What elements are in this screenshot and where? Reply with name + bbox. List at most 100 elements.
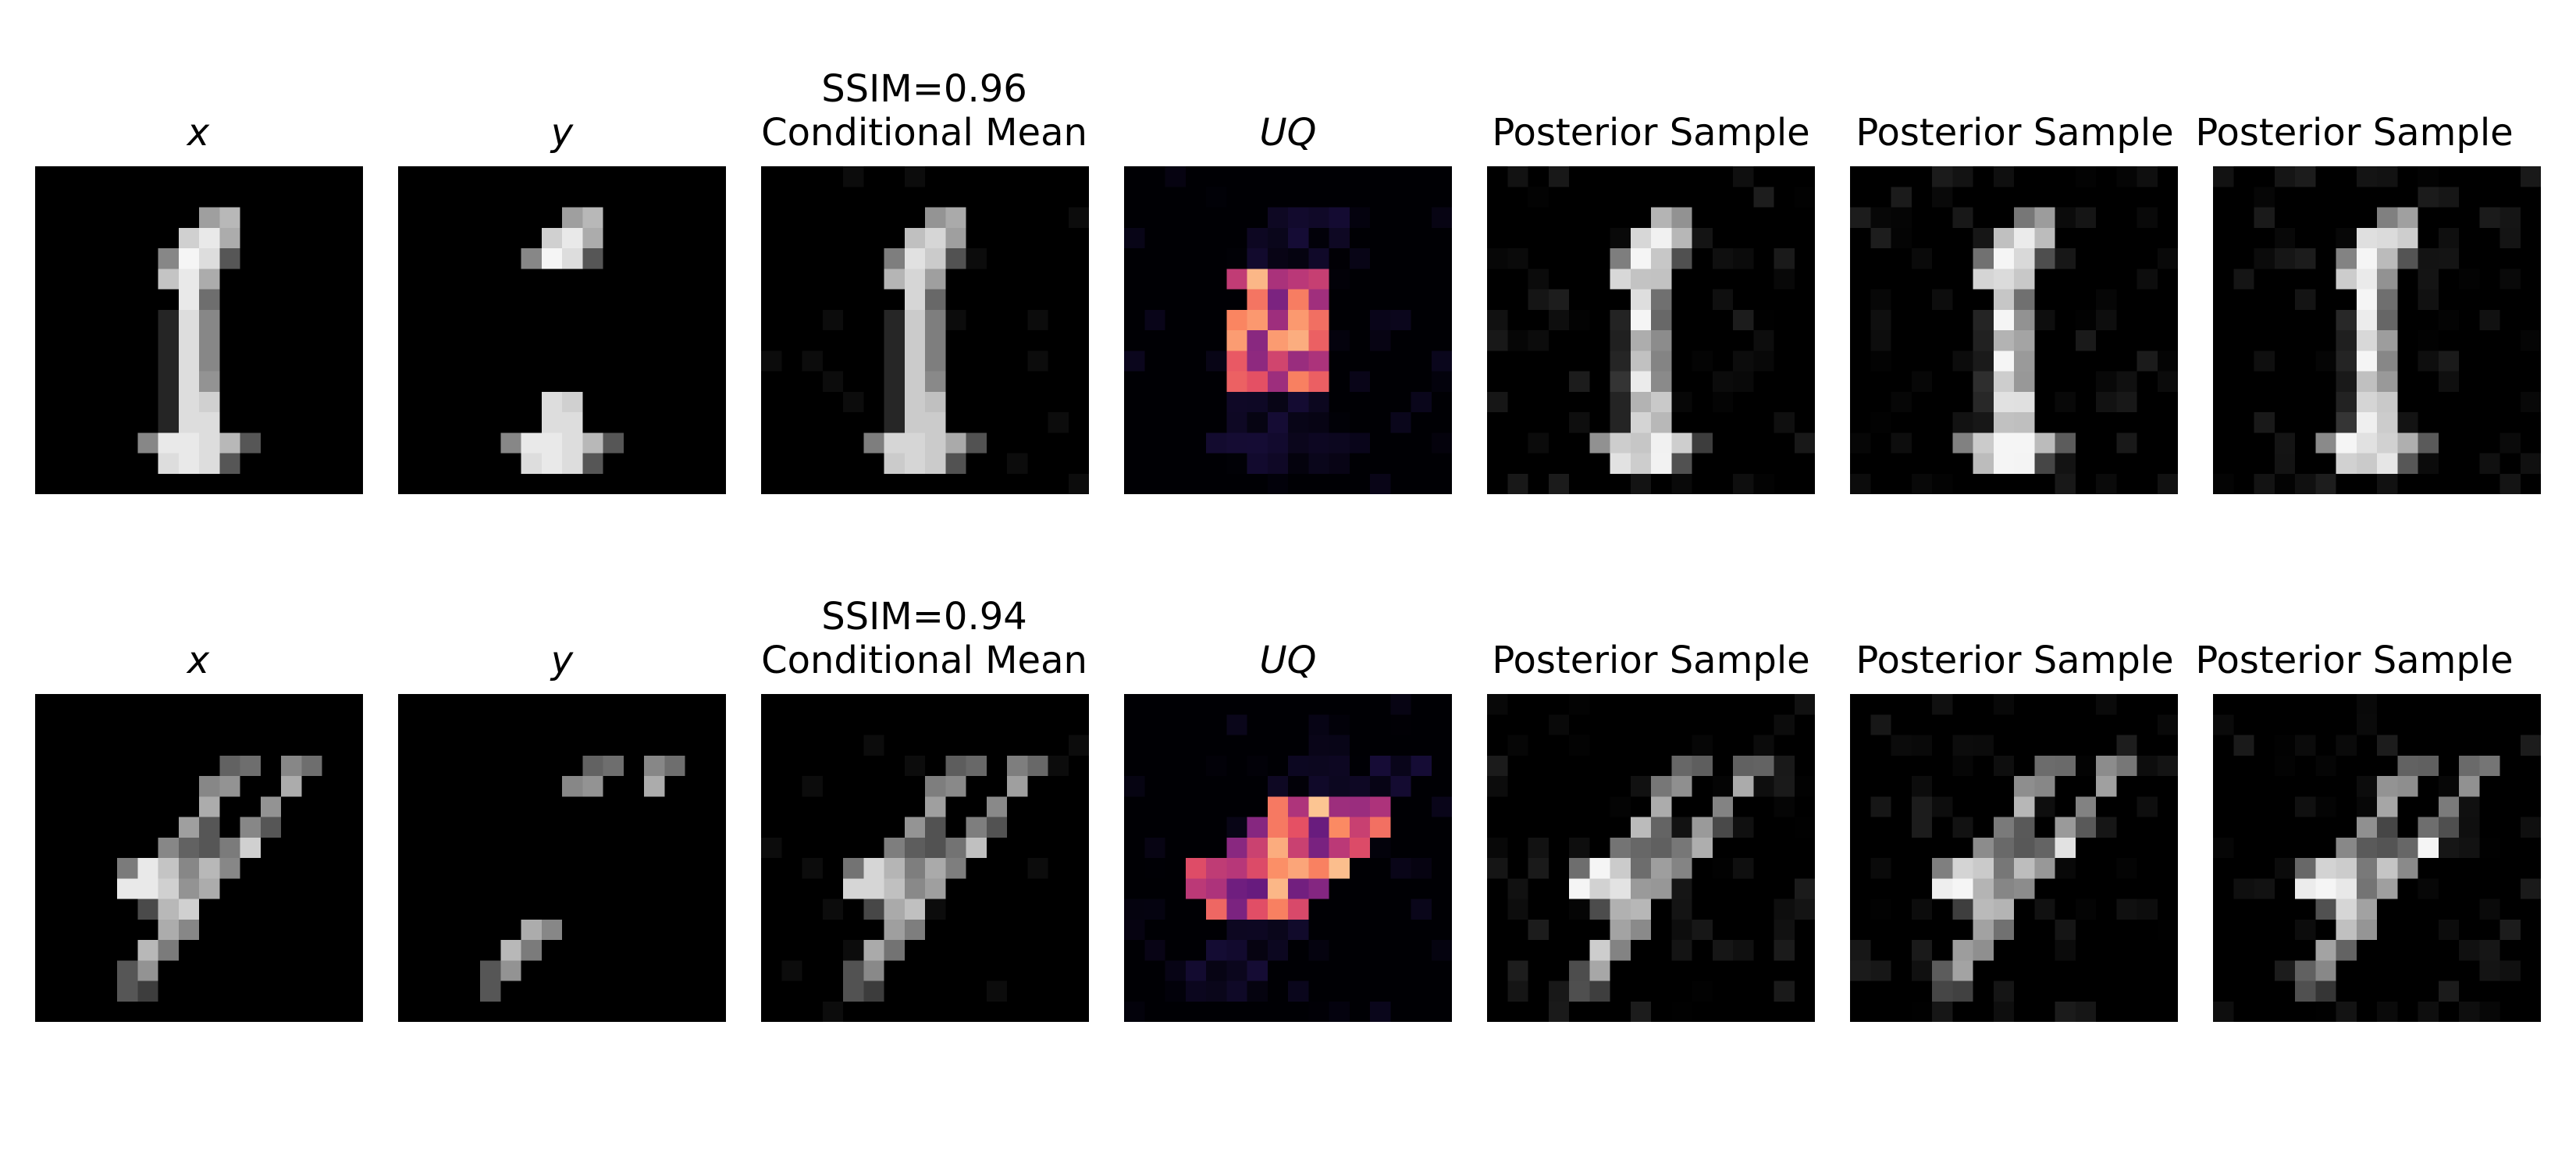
pixel	[1630, 960, 1652, 982]
pixel	[178, 473, 200, 494]
pixel	[986, 351, 1008, 372]
pixel	[342, 878, 363, 900]
pixel	[1569, 227, 1590, 249]
title-x-row2: x	[187, 639, 210, 682]
pixel	[96, 187, 118, 208]
pixel	[2438, 858, 2460, 879]
pixel	[884, 858, 906, 879]
pixel	[1733, 919, 1754, 941]
pixel	[623, 309, 645, 331]
pixel	[1329, 837, 1350, 859]
pixel	[1528, 837, 1550, 859]
pixel	[822, 858, 844, 879]
pixel	[945, 330, 967, 351]
pixel	[664, 269, 686, 290]
pixel	[1206, 960, 1227, 982]
pixel	[945, 453, 967, 475]
pixel	[1651, 289, 1672, 311]
pixel	[2096, 940, 2117, 961]
pixel	[1165, 412, 1187, 433]
pixel	[1733, 714, 1754, 736]
pixel	[1185, 412, 1207, 433]
pixel	[1308, 227, 1330, 249]
pixel	[240, 858, 262, 879]
pixel	[1589, 981, 1611, 1002]
image-sample-row2-a-pixels	[1487, 694, 1815, 1022]
pixel	[664, 960, 686, 982]
pixel	[1144, 714, 1166, 736]
pixel	[418, 473, 440, 494]
pixel	[2157, 919, 2178, 941]
pixel	[2096, 981, 2117, 1002]
pixel	[1630, 796, 1652, 818]
pixel	[1308, 735, 1330, 756]
pixel	[1630, 330, 1652, 351]
pixel	[2377, 1001, 2398, 1022]
pixel	[117, 796, 138, 818]
pixel	[2157, 858, 2178, 879]
pixel	[863, 858, 885, 879]
pixel	[1548, 899, 1570, 920]
pixel	[219, 187, 241, 208]
pixel	[2096, 412, 2117, 433]
pixel	[1712, 227, 1734, 249]
pixel	[1610, 269, 1631, 290]
pixel	[1993, 166, 2015, 187]
pixel	[945, 858, 967, 879]
pixel	[685, 960, 706, 982]
pixel	[1733, 981, 1754, 1002]
pixel	[1329, 981, 1350, 1002]
pixel	[2137, 694, 2158, 715]
pixel	[1007, 899, 1028, 920]
pixel	[398, 473, 419, 494]
pixel	[1048, 981, 1069, 1002]
pixel	[1124, 309, 1145, 331]
pixel	[1610, 166, 1631, 187]
pixel	[1267, 289, 1289, 311]
pixel	[2459, 269, 2480, 290]
pixel	[2233, 960, 2255, 982]
pixel	[1712, 960, 1734, 982]
pixel	[1124, 755, 1145, 777]
pixel	[55, 473, 77, 494]
pixel	[219, 1001, 241, 1022]
mean-label-row1: Conditional Mean	[761, 111, 1087, 155]
pixel	[822, 207, 844, 229]
pixel	[2213, 453, 2234, 475]
pixel	[2336, 960, 2357, 982]
image-y-row2	[398, 694, 726, 1022]
pixel	[1048, 755, 1069, 777]
pixel	[1569, 351, 1590, 372]
pixel	[705, 1001, 726, 1022]
pixel	[1329, 796, 1350, 818]
pixel	[480, 735, 501, 756]
pixel	[521, 837, 543, 859]
pixel	[1870, 166, 1892, 187]
pixel	[2233, 432, 2255, 454]
pixel	[1226, 166, 1248, 187]
pixel	[1288, 878, 1309, 900]
pixel	[342, 940, 363, 961]
pixel	[541, 289, 563, 311]
pixel	[2479, 309, 2501, 331]
pixel	[1507, 330, 1529, 351]
pixel	[1247, 207, 1268, 229]
pixel	[1370, 187, 1391, 208]
pixel	[1993, 981, 2015, 1002]
pixel	[521, 817, 543, 838]
pixel	[1993, 796, 2015, 818]
pixel	[945, 714, 967, 736]
pixel	[158, 248, 180, 269]
pixel	[96, 207, 118, 229]
pixel	[219, 817, 241, 838]
pixel	[96, 694, 118, 715]
pixel	[562, 837, 583, 859]
pixel	[986, 330, 1008, 351]
pixel	[1370, 817, 1391, 838]
pixel	[945, 817, 967, 838]
pixel	[2014, 858, 2035, 879]
pixel	[664, 940, 686, 961]
pixel	[925, 796, 946, 818]
pixel	[301, 776, 323, 797]
pixel	[1288, 940, 1309, 961]
